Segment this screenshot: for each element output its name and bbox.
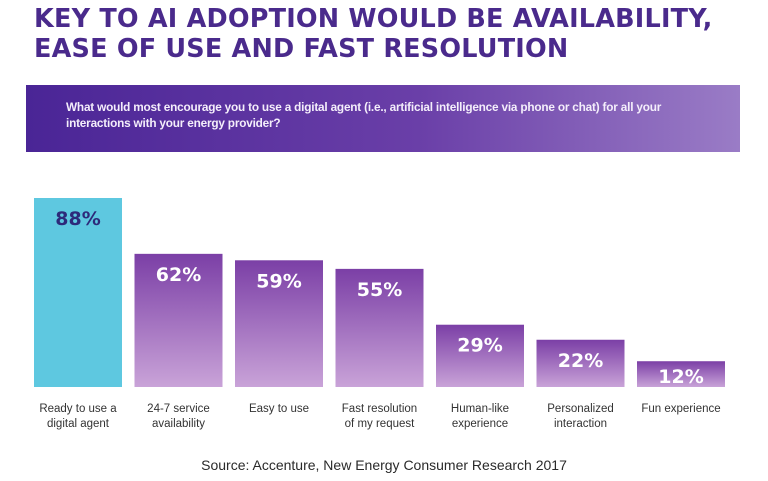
title-line-2: EASE OF USE AND FAST RESOLUTION xyxy=(34,34,569,64)
category-label-line: digital agent xyxy=(46,418,110,430)
bar-value-label-3: 55% xyxy=(357,279,402,301)
category-label-line: Fast resolution xyxy=(341,403,418,415)
category-label-0: Ready to use a digital agent xyxy=(23,402,133,432)
bar-2 xyxy=(235,260,323,387)
category-label-4: Human-like experience xyxy=(425,402,535,432)
category-label-6: Fun experience xyxy=(626,402,736,417)
bar-value-label-0: 88% xyxy=(55,208,100,230)
category-label-line: 24-7 service xyxy=(147,403,210,415)
bar-value-label-1: 62% xyxy=(156,264,201,286)
bar-1 xyxy=(134,253,223,387)
bar-value-label-4: 29% xyxy=(457,335,502,357)
category-label-line: experience xyxy=(451,418,509,430)
bar-3 xyxy=(335,268,424,387)
bar-value-label-2: 59% xyxy=(256,270,301,292)
bar-4 xyxy=(436,324,524,387)
category-label-3: Fast resolution of my request xyxy=(325,402,435,432)
category-label-5: Personalized interaction xyxy=(526,402,636,432)
category-label-line: Personalized xyxy=(547,403,614,415)
bar-value-label-6: 12% xyxy=(658,366,703,388)
category-label-2: Easy to use xyxy=(224,402,334,417)
source-note: Source: Accenture, New Energy Consumer R… xyxy=(201,457,567,473)
page-title: KEY TO AI ADOPTION WOULD BE AVAILABILITY… xyxy=(34,4,754,64)
category-label-line: Ready to use a xyxy=(39,403,117,415)
question-text: What would most encourage you to use a d… xyxy=(66,100,662,130)
category-label-1: 24-7 service availability xyxy=(124,402,234,432)
category-label-line: interaction xyxy=(553,418,608,430)
question-banner: What would most encourage you to use a d… xyxy=(26,85,740,152)
category-label-line: Easy to use xyxy=(248,403,310,415)
bar-value-label-5: 22% xyxy=(558,350,603,372)
bar-6 xyxy=(637,361,725,387)
title-line-1: KEY TO AI ADOPTION WOULD BE AVAILABILITY… xyxy=(34,4,713,34)
bar-0 xyxy=(34,198,122,387)
category-label-line: of my request xyxy=(344,418,415,430)
bar-5 xyxy=(536,339,625,387)
category-label-line: Fun experience xyxy=(641,403,721,415)
category-label-line: Human-like xyxy=(450,403,510,415)
category-label-line: availability xyxy=(151,418,206,430)
